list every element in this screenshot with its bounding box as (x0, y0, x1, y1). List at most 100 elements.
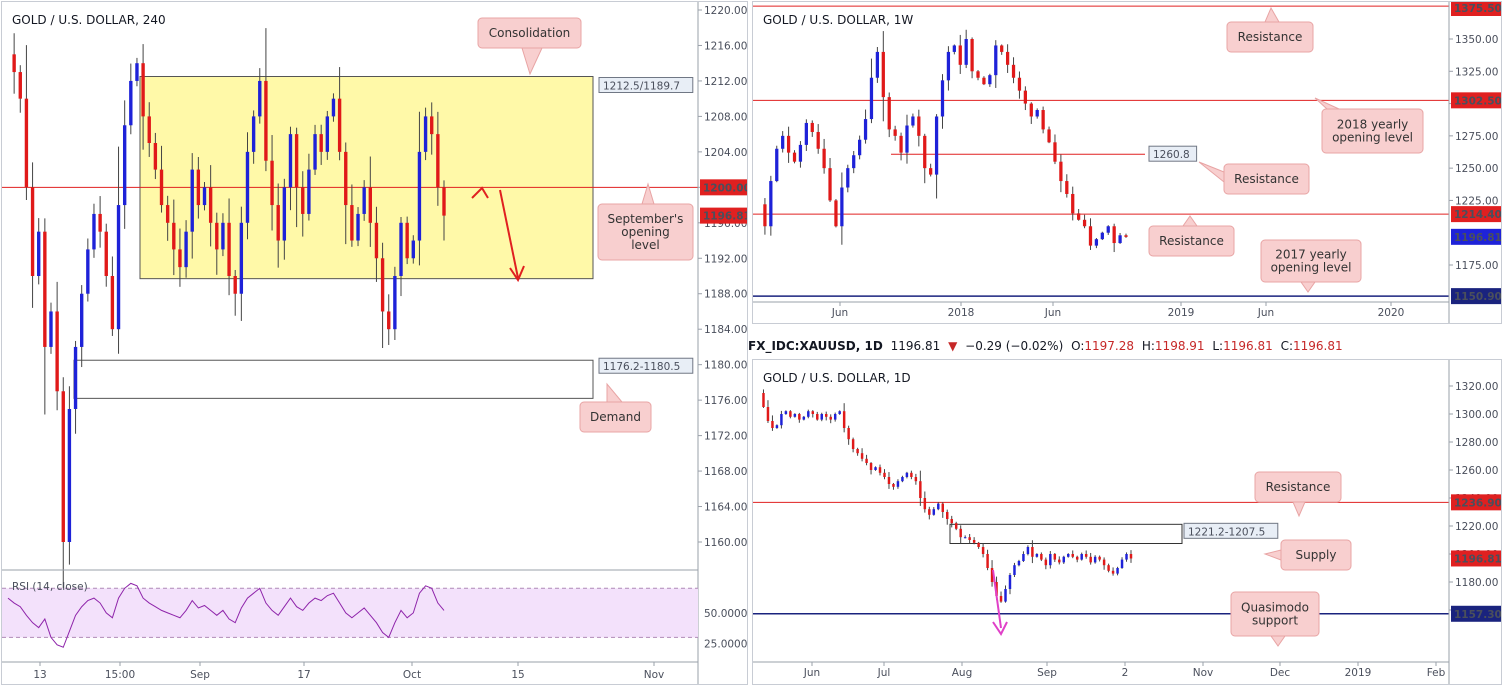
daily-chart[interactable]: GOLD / U.S. DOLLAR, 1D 1221.2-1207.5 Resis… (753, 360, 1501, 684)
daily-x-tick-label: 2 (1122, 667, 1129, 679)
demand-zone (73, 359, 594, 399)
daily-candle-body (963, 537, 967, 539)
daily-candle-body (1017, 561, 1021, 566)
h4-candle-body (208, 187, 213, 223)
weekly-y-tick-label: 1325.00 (1455, 66, 1498, 78)
weekly-candle-body (1071, 193, 1075, 214)
h4-candle-body (301, 187, 305, 214)
daily-chart-panel[interactable]: GOLD / U.S. DOLLAR, 1D 1221.2-1207.5 Resis… (752, 359, 1502, 685)
weekly-candle-body (1029, 103, 1033, 117)
daily-quasimodo-note-text: support (1252, 614, 1298, 628)
daily-candle-body (851, 439, 855, 449)
h4-candle-body (411, 240, 415, 259)
weekly-price-tag (1451, 288, 1501, 305)
h4-candle-body (294, 134, 299, 188)
daily-x-tick-label: Jul (877, 667, 891, 679)
weekly-candle-body (1100, 232, 1104, 240)
weekly-candle-body (1088, 226, 1093, 246)
weekly-1260-level-box-label: 1260.8 (1153, 149, 1190, 161)
down-arrow-icon (499, 189, 519, 279)
magenta-arrowhead-icon (992, 621, 1008, 636)
weekly-candle-body (905, 125, 909, 153)
daily-candle-body (811, 411, 815, 414)
h4-candle-body (215, 222, 219, 250)
daily-candle-body (1022, 554, 1025, 561)
close-value: 1196.81 (1292, 339, 1343, 353)
h4-y-tick-label: 1184.00 (704, 324, 747, 336)
weekly-resistance-top-note-text: Resistance (1238, 30, 1303, 44)
weekly-price-tag (1451, 2, 1501, 16)
daily-x-tick-label: Jun (803, 667, 820, 679)
daily-y-tick-label: 1320.00 (1455, 381, 1498, 393)
daily-candle-body (824, 414, 828, 417)
weekly-2018-yearly-note-text: 2018 yearly (1337, 118, 1409, 132)
h4-price-tag-label: 1196.81 (703, 211, 747, 223)
daily-resistance-note-pointer (1292, 501, 1306, 518)
consolidation-note-text: Consolidation (489, 26, 571, 40)
daily-candle-body (910, 472, 913, 477)
weekly-2017-yearly-note-text: 2017 yearly (1275, 248, 1347, 262)
weekly-candle-body (1041, 110, 1045, 130)
weekly-candle-body (875, 51, 880, 78)
daily-candle-body (1089, 556, 1092, 563)
h4-candle-body (24, 98, 29, 188)
weekly-resistance-top-note-pointer (1264, 6, 1280, 23)
daily-candle-body (1031, 547, 1034, 557)
h4-chart[interactable]: GOLD / U.S. DOLLAR, 240 1212.5/1189.7 1176… (2, 2, 747, 684)
daily-candle-body (793, 414, 797, 417)
daily-candle-body (847, 428, 850, 440)
weekly-candle-body (970, 39, 974, 72)
h4-y-tick-label: 1180.00 (704, 360, 747, 372)
h4-candle-body (86, 249, 90, 294)
h4-x-tick-label: 13 (33, 669, 46, 681)
daily-candle-body (950, 519, 953, 524)
low-label: L: (1212, 339, 1224, 353)
open-value: 1197.28 (1084, 339, 1135, 353)
daily-candle-body (919, 481, 922, 498)
daily-price-tag-label: 1196.81 (1454, 553, 1501, 565)
h4-y-tick-label: 1220.00 (704, 5, 747, 17)
h4-candle-body (264, 80, 268, 161)
last-price: 1196.81 (890, 339, 941, 353)
daily-candle-body (990, 568, 994, 582)
weekly-candle-body (786, 135, 791, 153)
weekly-candle-body (946, 51, 951, 81)
weekly-chart-panel[interactable]: GOLD / U.S. DOLLAR, 1W 1260.8 Resistance 20… (752, 1, 1502, 324)
weekly-x-tick-label: 2020 (1378, 307, 1405, 319)
up-arrow-icon (471, 186, 489, 199)
h4-candle-body (356, 213, 360, 241)
h4-candle-body (135, 63, 139, 81)
weekly-resistance-1214-note-box (1148, 225, 1235, 257)
daily-supply-level-box-label: 1221.2-1207.5 (1188, 526, 1265, 538)
weekly-chart[interactable]: GOLD / U.S. DOLLAR, 1W 1260.8 Resistance 20… (753, 2, 1501, 323)
h4-chart-title: GOLD / U.S. DOLLAR, 240 (12, 13, 166, 27)
consolidation-note-box (477, 17, 582, 49)
h4-chart-panel[interactable]: GOLD / U.S. DOLLAR, 240 1212.5/1189.7 1176… (1, 1, 748, 685)
h4-candle-body (67, 409, 72, 542)
price-change: −0.29 (−0.02%) (965, 339, 1064, 353)
weekly-candle-body (899, 135, 903, 153)
rsi-label: RSI (14, close) (12, 581, 88, 593)
daily-candle-body (887, 477, 891, 484)
h4-candle-body (405, 222, 409, 259)
h4-candle-body (288, 134, 293, 188)
demand-note-box (579, 401, 652, 433)
daily-candle-body (954, 523, 958, 529)
demand-note-text: Demand (590, 410, 641, 424)
weekly-x-tick-label: Jun (1257, 307, 1274, 319)
daily-candle-body (1004, 589, 1007, 602)
daily-candle-body (932, 509, 936, 515)
h4-candle-body (337, 98, 342, 152)
weekly-candle-body (869, 77, 874, 120)
weekly-candle-body (840, 187, 844, 227)
h4-candle-body (98, 213, 102, 232)
weekly-candle-body (834, 200, 838, 227)
h4-candle-body (80, 293, 84, 347)
h4-candle-body (172, 222, 176, 250)
daily-candle-body (1067, 554, 1070, 557)
weekly-y-tick-label: 1175.00 (1455, 260, 1498, 272)
daily-quasimodo-note-box (1230, 591, 1320, 637)
high-value: 1198.91 (1154, 339, 1205, 353)
weekly-resistance-top-note-box (1226, 21, 1314, 53)
consolidation-note-pointer (521, 47, 543, 76)
